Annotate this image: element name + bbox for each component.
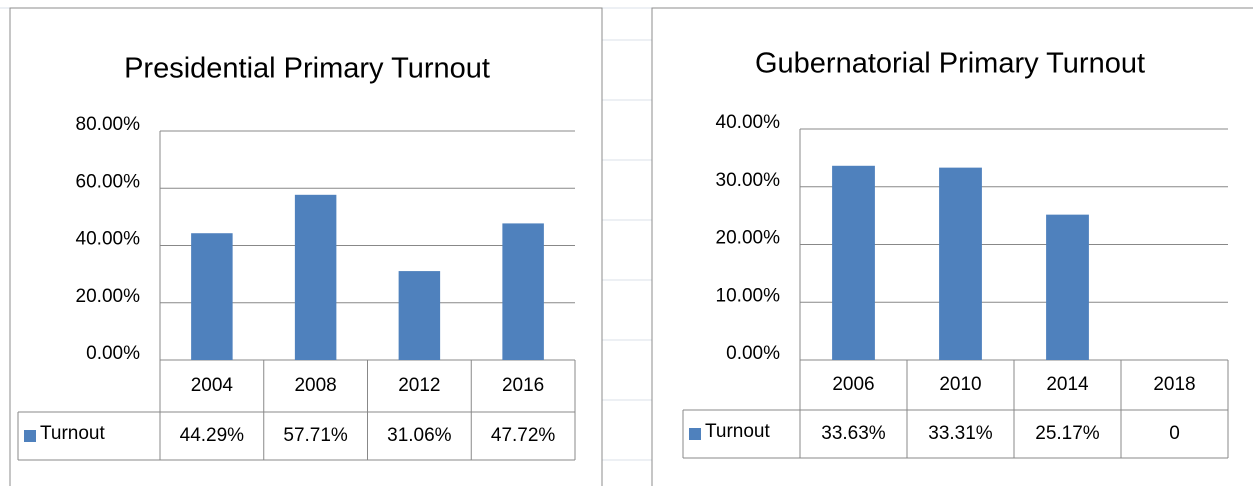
x-tick-label: 2018 bbox=[1153, 374, 1195, 395]
legend-swatch bbox=[689, 428, 701, 440]
bar bbox=[832, 165, 875, 360]
legend-label: Turnout bbox=[705, 421, 770, 442]
x-tick-label: 2008 bbox=[294, 375, 336, 396]
y-tick-label: 60.00% bbox=[76, 171, 141, 192]
bar bbox=[398, 271, 441, 360]
data-table-value: 0 bbox=[1169, 423, 1180, 444]
bar bbox=[939, 167, 982, 360]
bar bbox=[1046, 214, 1089, 360]
y-tick-label: 10.00% bbox=[716, 285, 781, 306]
legend-label: Turnout bbox=[40, 423, 105, 444]
bar bbox=[502, 223, 544, 360]
data-table-value: 33.63% bbox=[821, 423, 886, 444]
x-tick-label: 2016 bbox=[502, 375, 544, 396]
chart-title: Presidential Primary Turnout bbox=[124, 53, 490, 85]
x-tick-label: 2014 bbox=[1046, 374, 1089, 395]
data-table-value: 47.72% bbox=[491, 425, 556, 446]
data-table-value: 31.06% bbox=[387, 425, 452, 446]
bar bbox=[294, 194, 337, 360]
data-table-value: 44.29% bbox=[180, 425, 245, 446]
chart-title: Gubernatorial Primary Turnout bbox=[755, 48, 1145, 80]
x-tick-label: 2004 bbox=[191, 375, 234, 396]
y-tick-label: 0.00% bbox=[86, 343, 140, 364]
x-tick-label: 2010 bbox=[939, 374, 981, 395]
data-table-value: 25.17% bbox=[1035, 423, 1100, 444]
x-tick-label: 2012 bbox=[398, 375, 440, 396]
y-tick-label: 20.00% bbox=[716, 228, 781, 249]
y-tick-label: 40.00% bbox=[716, 112, 781, 133]
legend-swatch bbox=[24, 430, 36, 442]
y-tick-label: 30.00% bbox=[716, 170, 781, 191]
data-table-value: 57.71% bbox=[283, 425, 348, 446]
x-tick-label: 2006 bbox=[832, 374, 874, 395]
bar bbox=[191, 233, 233, 360]
y-tick-label: 0.00% bbox=[726, 343, 780, 364]
y-tick-label: 20.00% bbox=[76, 286, 141, 307]
data-table-value: 33.31% bbox=[928, 423, 993, 444]
y-tick-label: 40.00% bbox=[76, 229, 141, 250]
y-tick-label: 80.00% bbox=[76, 114, 141, 135]
